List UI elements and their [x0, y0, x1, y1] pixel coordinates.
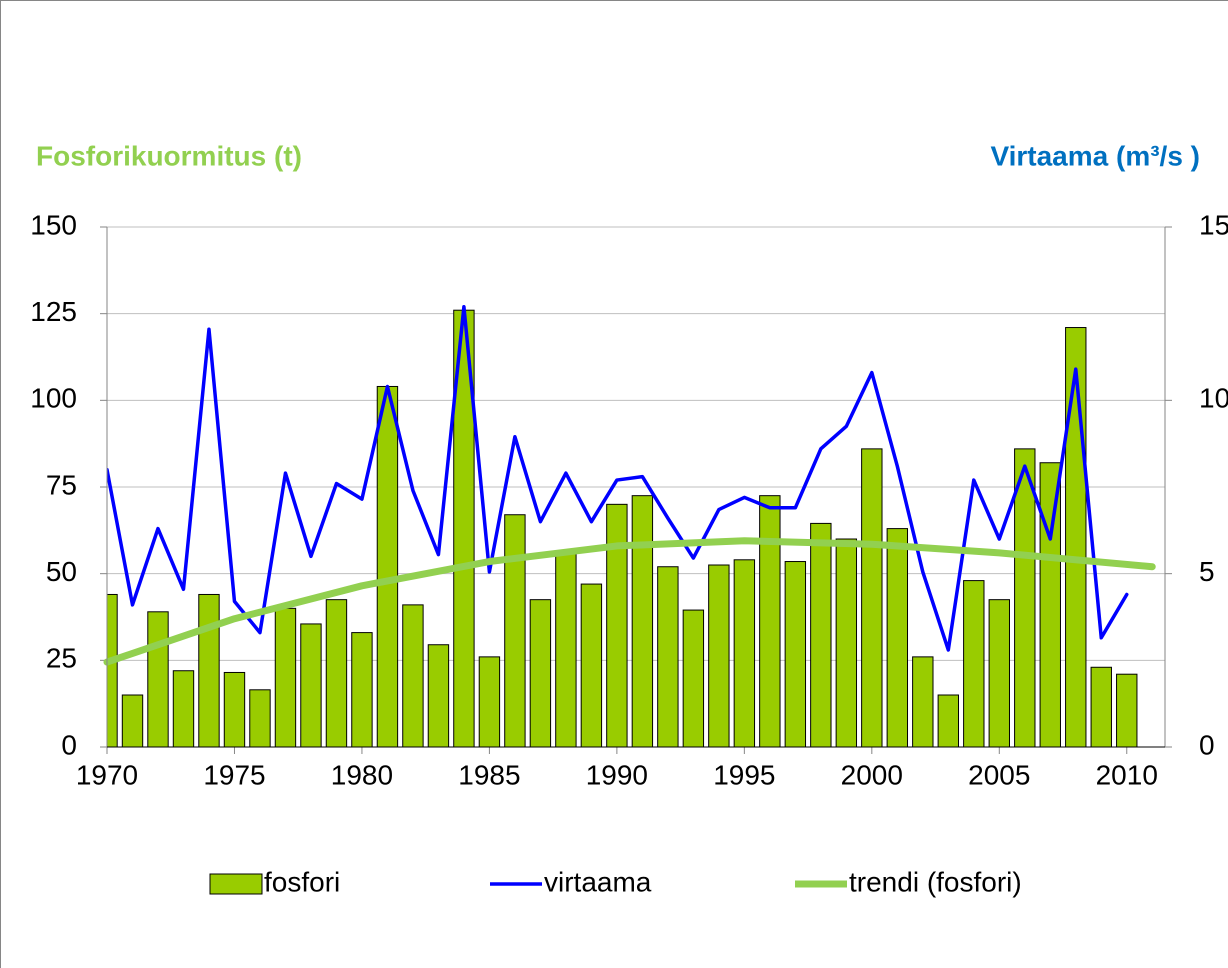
bar — [657, 566, 679, 747]
bar — [861, 448, 883, 747]
y-tick-label: 150 — [30, 209, 77, 240]
bar — [682, 609, 705, 747]
y-tick-label: 125 — [30, 296, 77, 327]
bar — [1090, 666, 1112, 747]
bar — [963, 580, 985, 747]
bar — [580, 583, 603, 747]
legend-label: virtaama — [544, 866, 652, 897]
trend-line — [103, 537, 1156, 666]
bar — [733, 559, 756, 747]
x-tick-label: 2010 — [1096, 759, 1158, 790]
bar — [1065, 327, 1087, 747]
bar — [1116, 673, 1138, 747]
y2-axis-title: Virtaama (m³/s ) — [990, 140, 1200, 171]
bar — [759, 495, 781, 747]
bar — [223, 671, 246, 747]
bar — [886, 528, 909, 747]
bar — [606, 503, 628, 747]
bar — [555, 552, 577, 747]
bar — [351, 632, 373, 747]
x-tick-label: 2005 — [968, 759, 1030, 790]
bar — [835, 538, 858, 747]
bar — [172, 670, 195, 747]
legend-label: fosfori — [264, 866, 340, 897]
y-tick-label: 100 — [30, 383, 77, 414]
y-axis-title: Fosforikuormitus (t) — [36, 140, 302, 171]
bar — [198, 593, 220, 747]
bar — [274, 607, 297, 747]
legend-label: trendi (fosfori) — [849, 866, 1022, 897]
plot — [107, 304, 1138, 747]
bar — [708, 564, 730, 747]
bar — [249, 689, 271, 747]
x-tick-label: 1975 — [203, 759, 265, 790]
x-tick-label: 1985 — [458, 759, 520, 790]
x-tick-label: 1995 — [713, 759, 775, 790]
y-tick-label: 25 — [46, 643, 77, 674]
bar — [107, 593, 118, 747]
legend-swatch — [209, 873, 263, 895]
bar — [912, 656, 934, 747]
y-tick-label: 50 — [46, 556, 77, 587]
bar — [300, 623, 322, 747]
y2-tick-label: 15 — [1199, 209, 1228, 240]
bar — [504, 514, 526, 747]
bar — [376, 385, 399, 747]
x-tick-label: 1970 — [76, 759, 138, 790]
x-tick-label: 1980 — [331, 759, 393, 790]
bar — [121, 694, 144, 747]
x-tick-label: 1990 — [586, 759, 648, 790]
y2-tick-label: 10 — [1199, 383, 1228, 414]
bar — [988, 599, 1010, 747]
bar — [147, 611, 169, 747]
bar — [529, 599, 552, 747]
bar — [937, 694, 959, 747]
y-tick-label: 75 — [46, 469, 77, 500]
bar — [1014, 448, 1036, 747]
y2-tick-label: 5 — [1199, 556, 1215, 587]
bar — [810, 522, 832, 747]
bar — [631, 495, 654, 747]
bar — [402, 604, 424, 747]
y-tick-label: 0 — [61, 729, 77, 760]
bar — [427, 644, 450, 747]
y2-tick-label: 0 — [1199, 729, 1215, 760]
bar — [325, 599, 348, 747]
bar — [784, 561, 807, 747]
line — [107, 304, 1129, 652]
x-tick-label: 2000 — [841, 759, 903, 790]
bar — [1039, 462, 1061, 747]
bar — [478, 656, 501, 747]
